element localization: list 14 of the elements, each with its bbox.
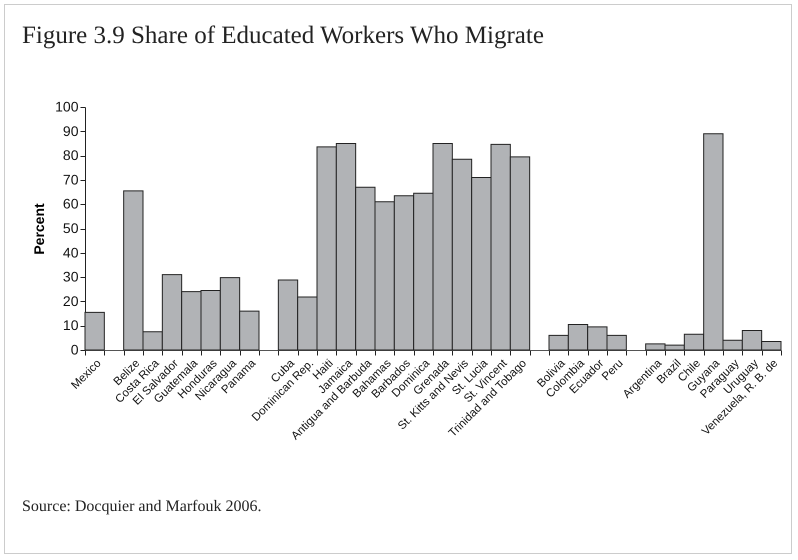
y-tick-label: 70 [62,171,79,188]
source-note: Source: Docquier and Marfouk 2006. [22,498,262,516]
y-tick-label: 60 [62,196,79,212]
y-tick-label: 100 [55,98,79,114]
y-tick-label: 10 [62,317,79,334]
y-tick-label: 90 [62,122,79,139]
y-tick-label: 30 [62,268,79,285]
y-tick-label: 50 [62,220,79,236]
y-tick-label: 80 [62,147,79,164]
y-tick-label: 0 [70,342,79,358]
y-tick-label: 20 [62,292,79,309]
y-axis-title: Percent [31,202,48,255]
y-tick-label: 40 [62,244,79,260]
chart-title: Figure 3.9 Share of Educated Workers Who Migrate [22,22,544,50]
